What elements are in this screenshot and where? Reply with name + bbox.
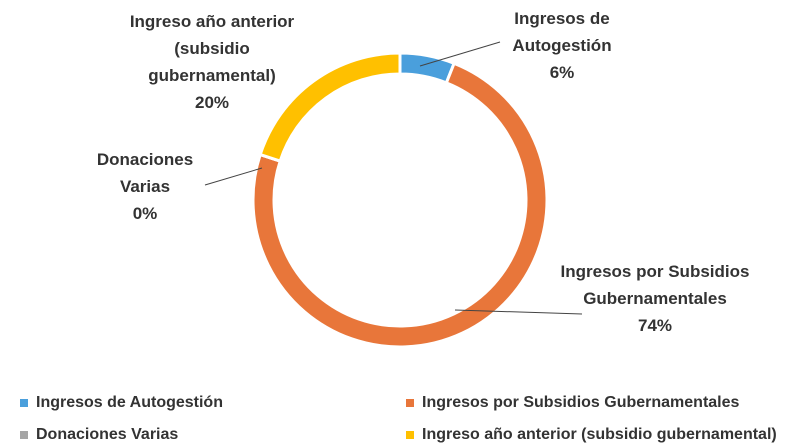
data-label-value: 0% (132, 204, 158, 223)
legend-item: Ingreso año anterior (subsidio gubername… (406, 426, 777, 444)
leader-line (204, 167, 263, 186)
data-label-name: Ingresos de Autogestión (512, 9, 612, 55)
donut-segment (251, 61, 549, 349)
leader-line (419, 41, 501, 67)
data-label-value: 20% (194, 93, 230, 112)
legend-label: Ingreso año anterior (subsidio gubername… (422, 426, 777, 443)
data-label-value: 74% (637, 316, 673, 335)
data-label-name: Donaciones Varias (96, 150, 194, 196)
donut-segment (258, 51, 402, 163)
legend-item: Donaciones Varias (20, 426, 178, 444)
legend-swatch (20, 431, 28, 439)
data-label: Ingreso año anterior (subsidio gubername… (112, 8, 312, 116)
legend-label: Ingresos por Subsidios Gubernamentales (422, 394, 740, 411)
data-label: Ingresos de Autogestión 6% (482, 5, 642, 86)
legend-swatch (406, 431, 414, 439)
legend-label: Donaciones Varias (36, 426, 179, 443)
leader-line (454, 309, 583, 315)
data-label-value: 6% (549, 63, 575, 82)
data-label-name: Ingresos por Subsidios Gubernamentales (560, 262, 750, 308)
legend-item: Ingresos por Subsidios Gubernamentales (406, 394, 739, 412)
legend-item: Ingresos de Autogestión (20, 394, 223, 412)
donut-segment (398, 51, 457, 85)
data-label: Donaciones Varias 0% (70, 146, 220, 227)
legend-swatch (20, 399, 28, 407)
legend-swatch (406, 399, 414, 407)
data-label-name: Ingreso año anterior (subsidio gubername… (129, 12, 295, 85)
data-label: Ingresos por Subsidios Gubernamentales 74… (560, 258, 750, 339)
legend-label: Ingresos de Autogestión (36, 394, 223, 411)
